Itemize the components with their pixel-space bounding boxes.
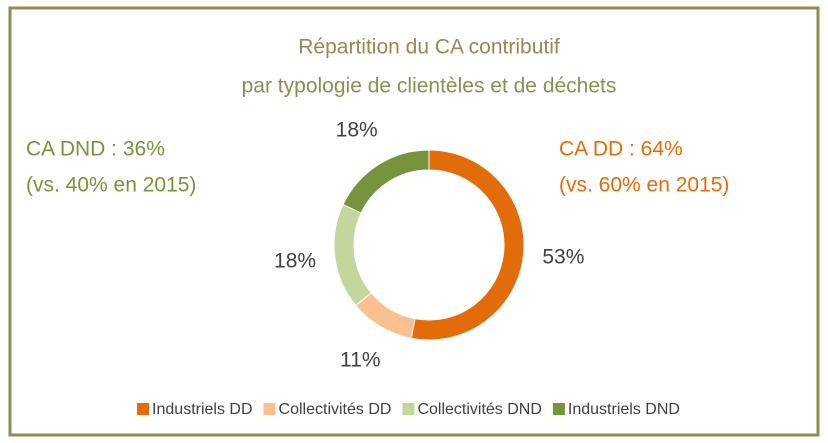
data-label: 53%	[542, 245, 584, 268]
legend-label: Industriels DD	[152, 401, 252, 418]
chart-title: Répartition du CA contributif	[298, 36, 560, 59]
chart-subtitle: par typologie de clientèles et de déchet…	[242, 75, 617, 98]
chart-frame	[8, 6, 820, 437]
legend-label: Collectivités DND	[417, 401, 541, 418]
annotation: (vs. 60% en 2015)	[559, 174, 729, 197]
legend-swatch	[263, 403, 276, 415]
annotation: (vs. 40% en 2015)	[26, 174, 196, 197]
donut-segment	[342, 149, 430, 214]
legend-swatch	[137, 403, 150, 415]
legend-label: Industriels DND	[568, 401, 680, 418]
annotation: CA DD : 64%	[559, 138, 683, 161]
data-label: 11%	[340, 349, 380, 372]
legend-swatch	[402, 403, 415, 415]
legend-swatch	[552, 403, 565, 415]
data-label: 18%	[336, 119, 378, 142]
annotation: CA DND : 36%	[26, 138, 165, 161]
data-label: 18%	[274, 249, 316, 272]
legend-label: Collectivités DD	[279, 401, 392, 418]
